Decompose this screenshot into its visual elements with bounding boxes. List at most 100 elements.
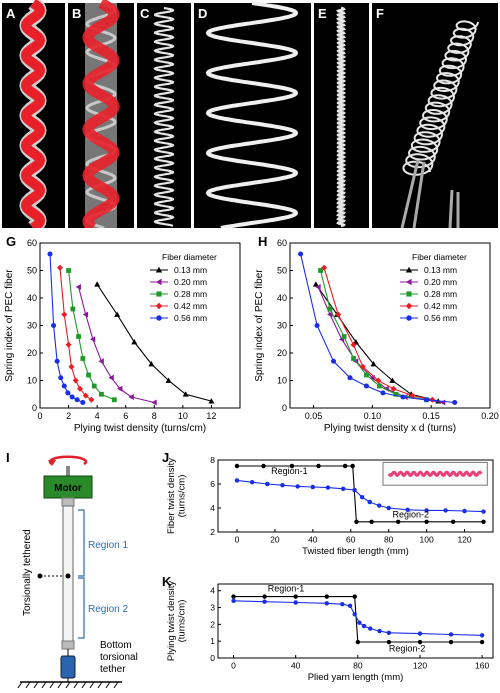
data-point <box>99 391 104 397</box>
data-point <box>315 284 321 290</box>
data-point <box>261 463 266 469</box>
y-tick-label: 40 <box>27 293 37 303</box>
data-point <box>409 392 416 399</box>
panel-label-f: F <box>376 6 384 21</box>
series-1 <box>75 284 157 406</box>
data-point <box>354 519 359 525</box>
panel-label-a: A <box>6 6 16 21</box>
data-point <box>76 334 81 339</box>
series-line <box>78 286 155 404</box>
data-point <box>367 499 372 505</box>
data-point <box>88 396 95 403</box>
data-point <box>70 306 76 312</box>
data-point <box>352 487 357 493</box>
plot-frame <box>217 583 494 659</box>
y-tick-label: 10 <box>27 376 37 386</box>
legend-entry: 0.42 mm <box>174 301 207 311</box>
photo-panel-c: C <box>137 3 191 228</box>
x-tick-label: 0.20 <box>481 411 499 421</box>
legend-title: Fiber diameter <box>162 252 217 262</box>
photo-panel-b: B <box>68 0 134 228</box>
region-2-annotation: Region-2 <box>389 643 426 653</box>
photo-panel-e: E <box>314 3 369 228</box>
data-point <box>51 322 57 329</box>
y-tick-label: 60 <box>277 238 287 248</box>
series-line <box>233 600 483 636</box>
data-point <box>310 484 316 490</box>
data-point <box>234 463 240 469</box>
region-2-label: Region 2 <box>88 604 128 615</box>
x-tick-label: 100 <box>420 535 434 545</box>
legend-entry: 0.56 mm <box>424 313 457 323</box>
data-point <box>89 336 96 343</box>
series-0 <box>94 281 215 404</box>
series-0 <box>231 594 485 645</box>
data-point <box>424 508 429 513</box>
series-1 <box>231 598 485 638</box>
data-point <box>370 361 377 367</box>
data-point <box>363 383 370 389</box>
y-tick-label: 1 <box>210 636 215 646</box>
data-point <box>47 251 53 257</box>
x-tick-label: 0 <box>235 535 240 545</box>
y-axis-label: Spring index of PEC fiber <box>4 269 15 382</box>
data-point <box>352 594 357 599</box>
data-point <box>65 390 71 396</box>
data-point <box>75 284 81 290</box>
data-point <box>376 503 382 508</box>
y-axis-label: Fiber twist density <box>166 458 177 534</box>
data-point <box>231 598 236 604</box>
data-point <box>350 341 357 348</box>
y-tick-label: 2 <box>210 619 215 629</box>
plot-frame <box>289 242 491 409</box>
data-point <box>293 594 298 599</box>
y-tick-label: 40 <box>277 293 287 303</box>
data-point <box>295 484 300 489</box>
data-point <box>61 311 68 318</box>
series-0 <box>234 463 486 525</box>
data-point <box>82 392 89 399</box>
series-2 <box>318 268 429 403</box>
data-point <box>369 519 374 525</box>
legend-marker <box>155 278 162 286</box>
legend-title: Fiber diameter <box>412 252 467 262</box>
data-point <box>429 396 436 403</box>
data-point <box>389 377 396 383</box>
y-tick-label: 50 <box>27 266 37 276</box>
y-tick-label: 2 <box>210 527 215 537</box>
y-axis-label: Spring index of PEC fiber <box>254 269 265 382</box>
data-point <box>98 358 104 365</box>
x-axis-label: Twisted fiber length (mm) <box>302 546 409 557</box>
data-point <box>324 601 329 606</box>
data-point <box>314 322 320 329</box>
data-point <box>481 519 486 525</box>
x-tick-label: 10 <box>178 411 188 421</box>
data-point <box>359 494 365 500</box>
x-tick-label: 40 <box>291 661 301 671</box>
data-point <box>293 600 298 605</box>
region-1-label: Region 1 <box>88 540 128 551</box>
legend-entry: 0.28 mm <box>174 289 207 299</box>
y-tick-label: 60 <box>27 238 37 248</box>
data-point <box>117 385 123 392</box>
schematic-i: I Motor Region 1 Region 2 Torsionally te… <box>6 450 138 689</box>
x-tick-label: 0 <box>231 661 236 671</box>
legend-marker <box>155 266 163 273</box>
x-tick-label: 2 <box>66 411 71 421</box>
data-point <box>74 397 80 403</box>
data-point <box>377 628 382 634</box>
data-point <box>80 356 86 361</box>
data-point <box>357 620 362 625</box>
data-point <box>208 398 215 404</box>
x-axis-label: Plying twist density x d (turns) <box>324 423 456 434</box>
data-point <box>265 481 270 487</box>
data-point <box>448 639 454 645</box>
data-point <box>352 612 357 617</box>
data-point <box>355 639 361 645</box>
y-tick-label: 30 <box>277 321 287 331</box>
y-tick-label: 0 <box>32 403 37 413</box>
data-point <box>341 334 347 339</box>
x-tick-label: 0.15 <box>422 411 440 421</box>
y-tick-label: 10 <box>277 376 287 386</box>
data-point <box>165 377 172 383</box>
